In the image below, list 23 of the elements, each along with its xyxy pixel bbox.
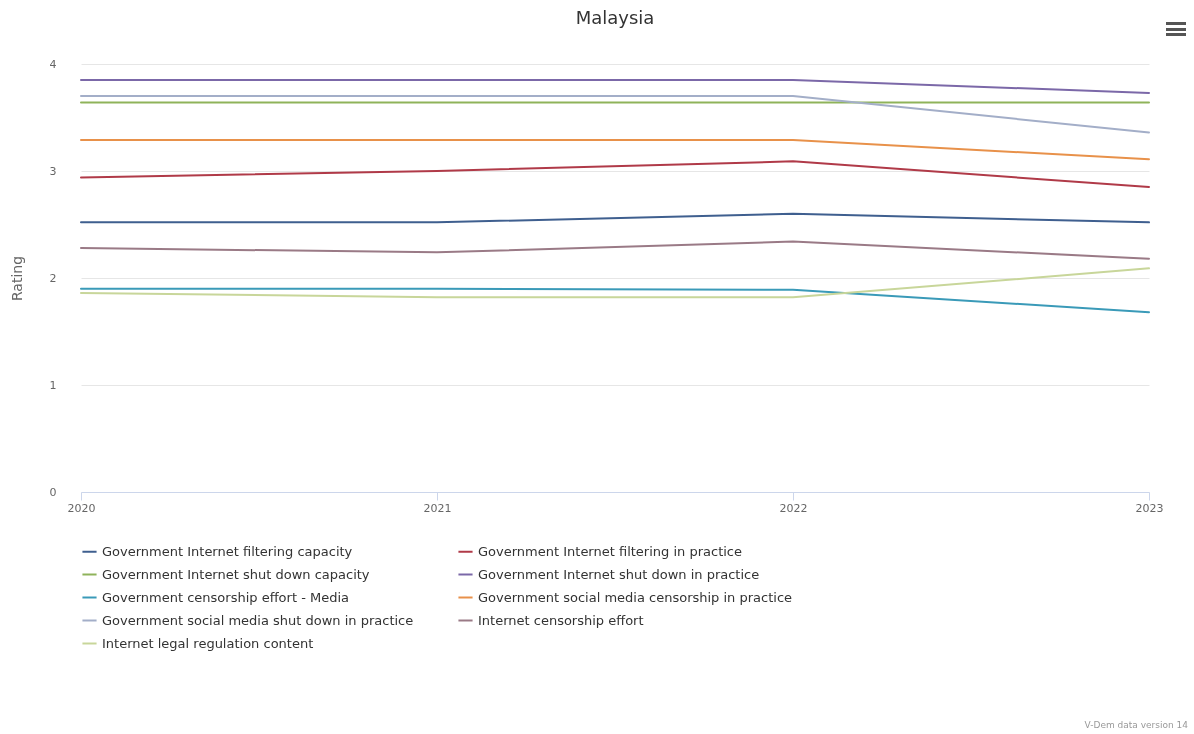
legend-label: Internet censorship effort (478, 612, 644, 628)
line-series (80, 160, 1150, 189)
x-tick-label: 2023 (1135, 501, 1164, 515)
y-tick-label: 1 (49, 378, 57, 392)
x-tick-label: 2022 (779, 501, 808, 515)
line-series (80, 240, 1150, 260)
chart-title: Malaysia (575, 7, 655, 28)
x-tick-label: 2020 (67, 501, 96, 515)
y-axis-title: Rating (8, 255, 25, 302)
y-tick-label: 4 (49, 57, 57, 71)
y-tick-label: 2 (49, 271, 57, 285)
legend-label: Government social media shut down in practice (102, 612, 414, 628)
y-tick-label: 3 (49, 164, 57, 178)
legend-label: Government Internet shut down capacity (102, 566, 370, 582)
legend-label: Internet legal regulation content (102, 635, 314, 651)
legend-label: Government Internet filtering in practice (478, 543, 742, 559)
legend-label: Government Internet shut down in practice (478, 566, 760, 582)
legend-label: Government social media censorship in practice (478, 589, 793, 605)
legend-label: Government Internet filtering capacity (102, 543, 353, 559)
x-tick-label: 2021 (423, 501, 452, 515)
legend-label: Government censorship effort - Media (102, 589, 350, 605)
y-tick-label: 0 (49, 485, 57, 499)
text: V-Dem data version 14 (1084, 720, 1188, 730)
